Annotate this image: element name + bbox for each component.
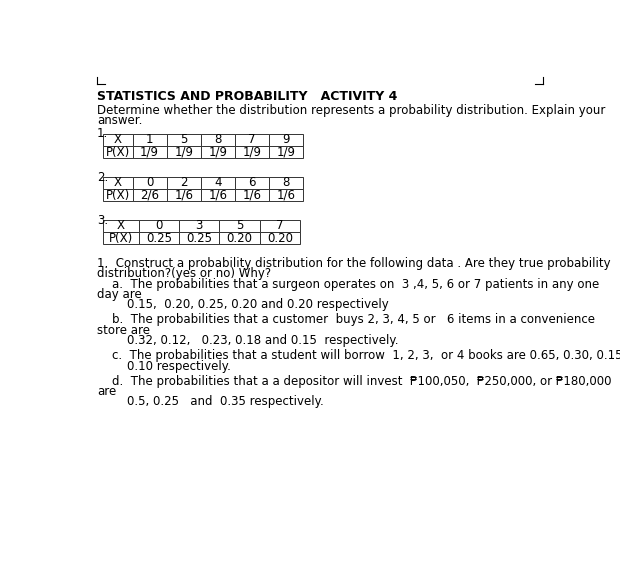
- Bar: [133, 146, 167, 158]
- Text: 1.  Construct a probability distribution for the following data . Are they true : 1. Construct a probability distribution …: [97, 257, 611, 270]
- Text: b.  The probabilities that a customer  buys 2, 3, 4, 5 or   6 items in a conveni: b. The probabilities that a customer buy…: [97, 313, 595, 326]
- Text: 0.10 respectively.: 0.10 respectively.: [97, 360, 231, 373]
- Text: 0.5, 0.25   and  0.35 respectively.: 0.5, 0.25 and 0.35 respectively.: [97, 396, 324, 409]
- Bar: [103, 220, 139, 232]
- Bar: [133, 189, 167, 201]
- Bar: [103, 134, 133, 146]
- Text: 0: 0: [155, 220, 162, 232]
- Text: are: are: [97, 385, 116, 398]
- Text: 0.25: 0.25: [186, 232, 212, 245]
- Text: day are: day are: [97, 288, 141, 301]
- Bar: [235, 177, 269, 189]
- Text: 8: 8: [282, 176, 290, 190]
- Text: a.  The probabilities that a surgeon operates on  3 ,4, 5, 6 or 7 patients in an: a. The probabilities that a surgeon oper…: [97, 278, 599, 291]
- Bar: [269, 146, 303, 158]
- Bar: [219, 232, 260, 244]
- Bar: [167, 134, 201, 146]
- Text: 1/9: 1/9: [277, 146, 296, 158]
- Text: 8: 8: [214, 133, 221, 146]
- Text: P(X): P(X): [105, 146, 130, 158]
- Bar: [179, 220, 219, 232]
- Bar: [167, 146, 201, 158]
- Text: 2: 2: [180, 176, 187, 190]
- Bar: [235, 146, 269, 158]
- Text: 0.25: 0.25: [146, 232, 172, 245]
- Text: c.  The probabilities that a student will borrow  1, 2, 3,  or 4 books are 0.65,: c. The probabilities that a student will…: [97, 349, 620, 362]
- Text: 1/6: 1/6: [174, 188, 193, 202]
- Bar: [219, 220, 260, 232]
- Bar: [167, 189, 201, 201]
- Text: 0.32, 0.12,   0.23, 0.18 and 0.15  respectively.: 0.32, 0.12, 0.23, 0.18 and 0.15 respecti…: [97, 334, 399, 347]
- Bar: [235, 134, 269, 146]
- Bar: [235, 189, 269, 201]
- Text: 0: 0: [146, 176, 153, 190]
- Text: 9: 9: [282, 133, 290, 146]
- Text: d.  The probabilities that a a depositor will invest  ₱100,050,  ₱250,000, or ₱1: d. The probabilities that a a depositor …: [97, 375, 611, 387]
- Text: 7: 7: [276, 220, 283, 232]
- Text: 4: 4: [214, 176, 221, 190]
- Text: 1/9: 1/9: [174, 146, 193, 158]
- Text: 0.15,  0.20, 0.25, 0.20 and 0.20 respectively: 0.15, 0.20, 0.25, 0.20 and 0.20 respecti…: [97, 298, 389, 311]
- Text: 3: 3: [195, 220, 203, 232]
- Bar: [201, 146, 235, 158]
- Bar: [103, 232, 139, 244]
- Bar: [103, 189, 133, 201]
- Bar: [133, 134, 167, 146]
- Bar: [133, 177, 167, 189]
- Bar: [139, 232, 179, 244]
- Text: 1/9: 1/9: [140, 146, 159, 158]
- Text: 1: 1: [146, 133, 153, 146]
- Bar: [103, 177, 133, 189]
- Bar: [201, 177, 235, 189]
- Bar: [103, 146, 133, 158]
- Text: 0.20: 0.20: [226, 232, 252, 245]
- Text: answer.: answer.: [97, 114, 142, 127]
- Text: 1/6: 1/6: [208, 188, 228, 202]
- Bar: [260, 220, 300, 232]
- Text: 5: 5: [180, 133, 187, 146]
- Text: 1/9: 1/9: [208, 146, 228, 158]
- Bar: [179, 232, 219, 244]
- Text: 6: 6: [248, 176, 255, 190]
- Text: 1/6: 1/6: [242, 188, 262, 202]
- Text: P(X): P(X): [105, 188, 130, 202]
- Text: STATISTICS AND PROBABILITY   ACTIVITY 4: STATISTICS AND PROBABILITY ACTIVITY 4: [97, 90, 397, 103]
- Text: store are: store are: [97, 324, 150, 337]
- Bar: [201, 134, 235, 146]
- Bar: [167, 177, 201, 189]
- Bar: [269, 177, 303, 189]
- Text: 2/6: 2/6: [140, 188, 159, 202]
- Text: P(X): P(X): [108, 232, 133, 245]
- Text: 2.: 2.: [97, 171, 108, 184]
- Text: 1.: 1.: [97, 127, 108, 140]
- Bar: [260, 232, 300, 244]
- Text: X: X: [114, 176, 122, 190]
- Text: Determine whether the distribution represents a probability distribution. Explai: Determine whether the distribution repre…: [97, 103, 605, 117]
- Bar: [269, 134, 303, 146]
- Text: 7: 7: [248, 133, 255, 146]
- Bar: [201, 189, 235, 201]
- Text: 5: 5: [236, 220, 243, 232]
- Bar: [139, 220, 179, 232]
- Text: X: X: [117, 220, 125, 232]
- Text: distribution?(yes or no) Why?: distribution?(yes or no) Why?: [97, 267, 271, 280]
- Text: 0.20: 0.20: [267, 232, 293, 245]
- Text: 3.: 3.: [97, 214, 108, 227]
- Bar: [269, 189, 303, 201]
- Text: 1/6: 1/6: [277, 188, 296, 202]
- Text: X: X: [114, 133, 122, 146]
- Text: 1/9: 1/9: [242, 146, 262, 158]
